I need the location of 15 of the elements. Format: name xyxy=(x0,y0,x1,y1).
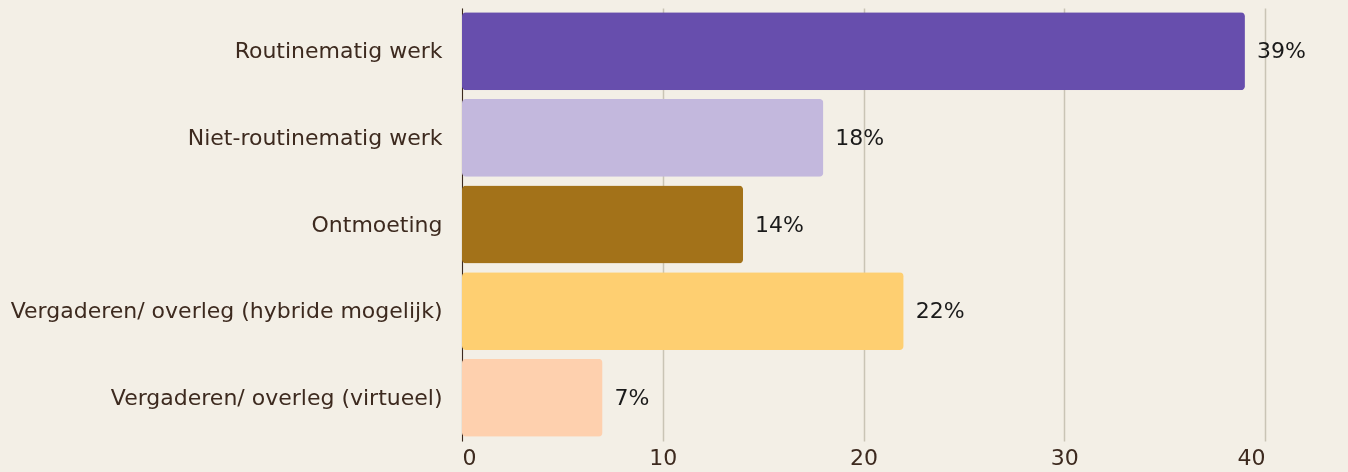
x-tick-label: 10 xyxy=(649,444,678,470)
y-tick-label: Vergaderen/ overleg (hybride mogelijk) xyxy=(10,298,443,324)
data-label: 14% xyxy=(755,211,804,237)
y-tick-label: Niet-routinematig werk xyxy=(187,124,443,150)
data-label: 39% xyxy=(1256,38,1306,64)
x-tick-label: 40 xyxy=(1237,444,1266,470)
x-tick-label: 30 xyxy=(1050,444,1079,470)
y-tick-label: Vergaderen/ overleg (virtueel) xyxy=(110,384,443,410)
x-tick-label: 20 xyxy=(850,444,878,470)
data-label: 22% xyxy=(915,298,965,324)
y-tick-label: Routinematig werk xyxy=(234,38,443,64)
y-tick-label: Ontmoeting xyxy=(311,211,443,237)
data-label: 18% xyxy=(835,124,885,150)
x-tick-label: 0 xyxy=(462,444,477,470)
data-label: 7% xyxy=(614,384,650,410)
